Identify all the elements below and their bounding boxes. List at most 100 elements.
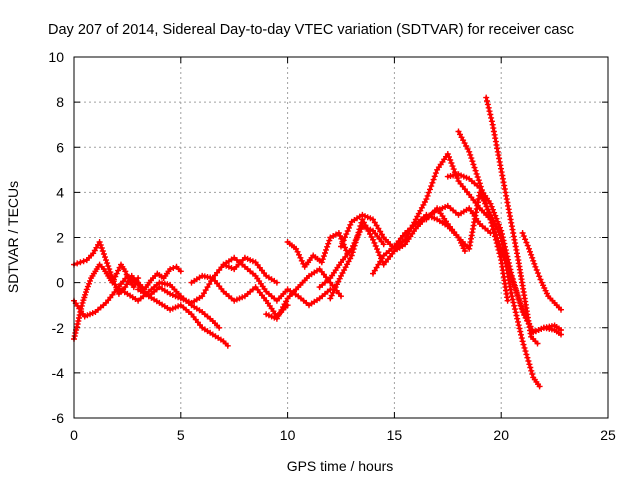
data-point-marker <box>529 371 536 378</box>
data-point-marker <box>370 216 376 223</box>
data-point-marker <box>508 269 515 276</box>
data-point-marker <box>344 228 351 234</box>
data-point-marker <box>482 200 489 206</box>
data-point-marker <box>325 240 332 247</box>
data-point-marker <box>469 158 476 165</box>
x-tick-label: 20 <box>493 427 509 443</box>
data-point-marker <box>504 297 511 304</box>
data-point-marker <box>523 239 530 246</box>
x-tick-label: 0 <box>70 427 78 443</box>
data-point-marker <box>342 244 348 251</box>
data-point-marker <box>340 237 347 244</box>
data-point-marker <box>351 242 358 249</box>
data-point-marker <box>348 252 355 259</box>
data-point-marker <box>509 296 516 303</box>
series-sat-o <box>444 171 564 336</box>
data-point-marker <box>448 160 455 166</box>
data-point-marker <box>536 273 543 280</box>
data-point-marker <box>355 229 362 236</box>
data-point-marker <box>338 243 344 250</box>
data-point-marker <box>105 263 112 270</box>
data-point-marker <box>537 276 544 283</box>
data-point-marker <box>74 260 81 267</box>
y-tick-label: 4 <box>56 184 64 200</box>
data-point-marker <box>487 216 494 223</box>
data-point-marker <box>89 310 96 317</box>
data-point-marker <box>518 335 525 342</box>
data-point-marker <box>492 236 499 243</box>
data-point-marker <box>349 249 356 256</box>
data-point-marker <box>519 338 526 345</box>
data-point-marker <box>87 277 93 284</box>
data-point-marker <box>495 246 502 253</box>
data-point-marker <box>96 239 103 245</box>
data-point-marker <box>513 289 520 296</box>
series-sat-e <box>113 279 223 331</box>
series-sat-p <box>455 128 511 304</box>
data-point-marker <box>474 174 481 180</box>
axis-ticks: 0 5 10 15 20 25 -6 -4 -2 0 2 4 6 8 10 <box>48 49 616 443</box>
plot-frame <box>73 56 609 419</box>
data-point-marker <box>431 173 438 180</box>
data-point-marker <box>99 248 106 254</box>
data-point-marker <box>520 341 527 348</box>
data-point-marker <box>454 175 461 182</box>
data-point-marker <box>224 342 231 349</box>
data-point-marker <box>487 111 494 118</box>
data-point-marker <box>484 101 491 108</box>
data-point-marker <box>356 226 363 233</box>
data-point-marker <box>536 383 543 390</box>
data-point-marker <box>249 258 256 265</box>
data-point-marker <box>425 189 432 196</box>
data-point-marker <box>558 327 564 333</box>
data-point-marker <box>497 224 503 231</box>
x-tick-label: 25 <box>600 427 616 443</box>
data-point-marker <box>343 231 350 238</box>
data-point-marker <box>515 322 522 329</box>
series-sat-f <box>188 272 291 320</box>
data-point-marker <box>479 190 486 197</box>
data-point-marker <box>339 240 346 247</box>
data-point-marker <box>80 258 87 265</box>
data-point-marker <box>378 255 385 262</box>
data-point-marker <box>380 241 387 248</box>
data-point-marker <box>461 248 468 254</box>
data-point-marker <box>491 230 498 236</box>
data-point-marker <box>522 348 529 355</box>
data-point-marker <box>103 257 109 264</box>
data-point-marker <box>177 268 184 275</box>
data-point-marker <box>335 230 342 236</box>
data-point-marker <box>475 177 482 184</box>
data-point-marker <box>106 266 113 273</box>
data-point-marker <box>525 358 532 364</box>
data-point-marker <box>324 243 331 250</box>
data-point-marker <box>102 254 108 261</box>
data-point-marker <box>524 354 531 361</box>
data-point-marker <box>353 236 360 243</box>
data-point-marker <box>472 167 479 174</box>
data-point-marker <box>86 280 92 287</box>
data-point-marker <box>523 351 530 358</box>
data-point-marker <box>352 239 359 246</box>
data-point-marker <box>509 276 516 283</box>
data-point-marker <box>74 321 81 327</box>
data-point-marker <box>491 209 498 216</box>
data-point-marker <box>323 246 329 253</box>
data-point-marker <box>520 233 527 240</box>
data-point-marker <box>326 237 333 244</box>
data-point-marker <box>346 224 352 231</box>
series-sat-q <box>483 94 541 347</box>
series-sat-k <box>327 202 494 302</box>
data-point-marker <box>485 104 492 111</box>
data-point-marker <box>427 186 433 193</box>
data-point-marker <box>488 118 495 125</box>
data-point-marker <box>76 312 83 318</box>
data-point-marker <box>488 219 495 226</box>
data-point-marker <box>83 286 90 293</box>
data-point-marker <box>375 249 382 256</box>
data-point-marker <box>428 183 435 190</box>
data-point-marker <box>347 221 354 228</box>
data-point-marker <box>84 283 91 290</box>
data-point-marker <box>481 196 488 203</box>
data-point-marker <box>73 324 80 330</box>
